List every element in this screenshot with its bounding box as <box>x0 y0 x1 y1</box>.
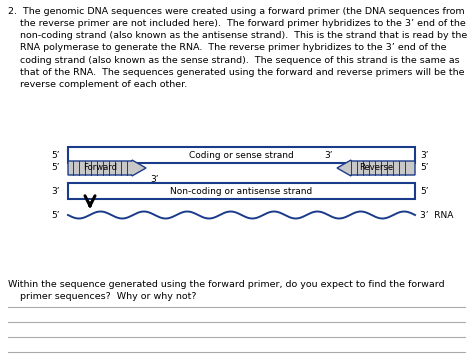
Bar <box>68 147 415 163</box>
Text: Coding or sense strand: Coding or sense strand <box>189 151 294 160</box>
Text: 3’: 3’ <box>52 187 60 196</box>
FancyArrow shape <box>68 160 146 176</box>
Text: Forward: Forward <box>83 164 117 173</box>
Text: 2.  The genomic DNA sequences were created using a forward primer (the DNA seque: 2. The genomic DNA sequences were create… <box>8 7 467 89</box>
Text: Within the sequence generated using the forward primer, do you expect to find th: Within the sequence generated using the … <box>8 280 445 301</box>
Text: Reverse: Reverse <box>359 164 393 173</box>
Text: 5’: 5’ <box>420 164 428 173</box>
FancyArrow shape <box>337 160 415 176</box>
Text: 5’: 5’ <box>52 164 60 173</box>
Text: 5’: 5’ <box>52 151 60 160</box>
Text: 3’: 3’ <box>325 151 333 160</box>
Bar <box>68 183 415 199</box>
Text: 3’  RNA: 3’ RNA <box>420 210 453 219</box>
Text: 3’: 3’ <box>420 151 428 160</box>
Text: Non-coding or antisense strand: Non-coding or antisense strand <box>170 187 313 196</box>
Text: 3’: 3’ <box>150 175 158 184</box>
Text: 5’: 5’ <box>52 210 60 219</box>
Text: 5’: 5’ <box>420 187 428 196</box>
